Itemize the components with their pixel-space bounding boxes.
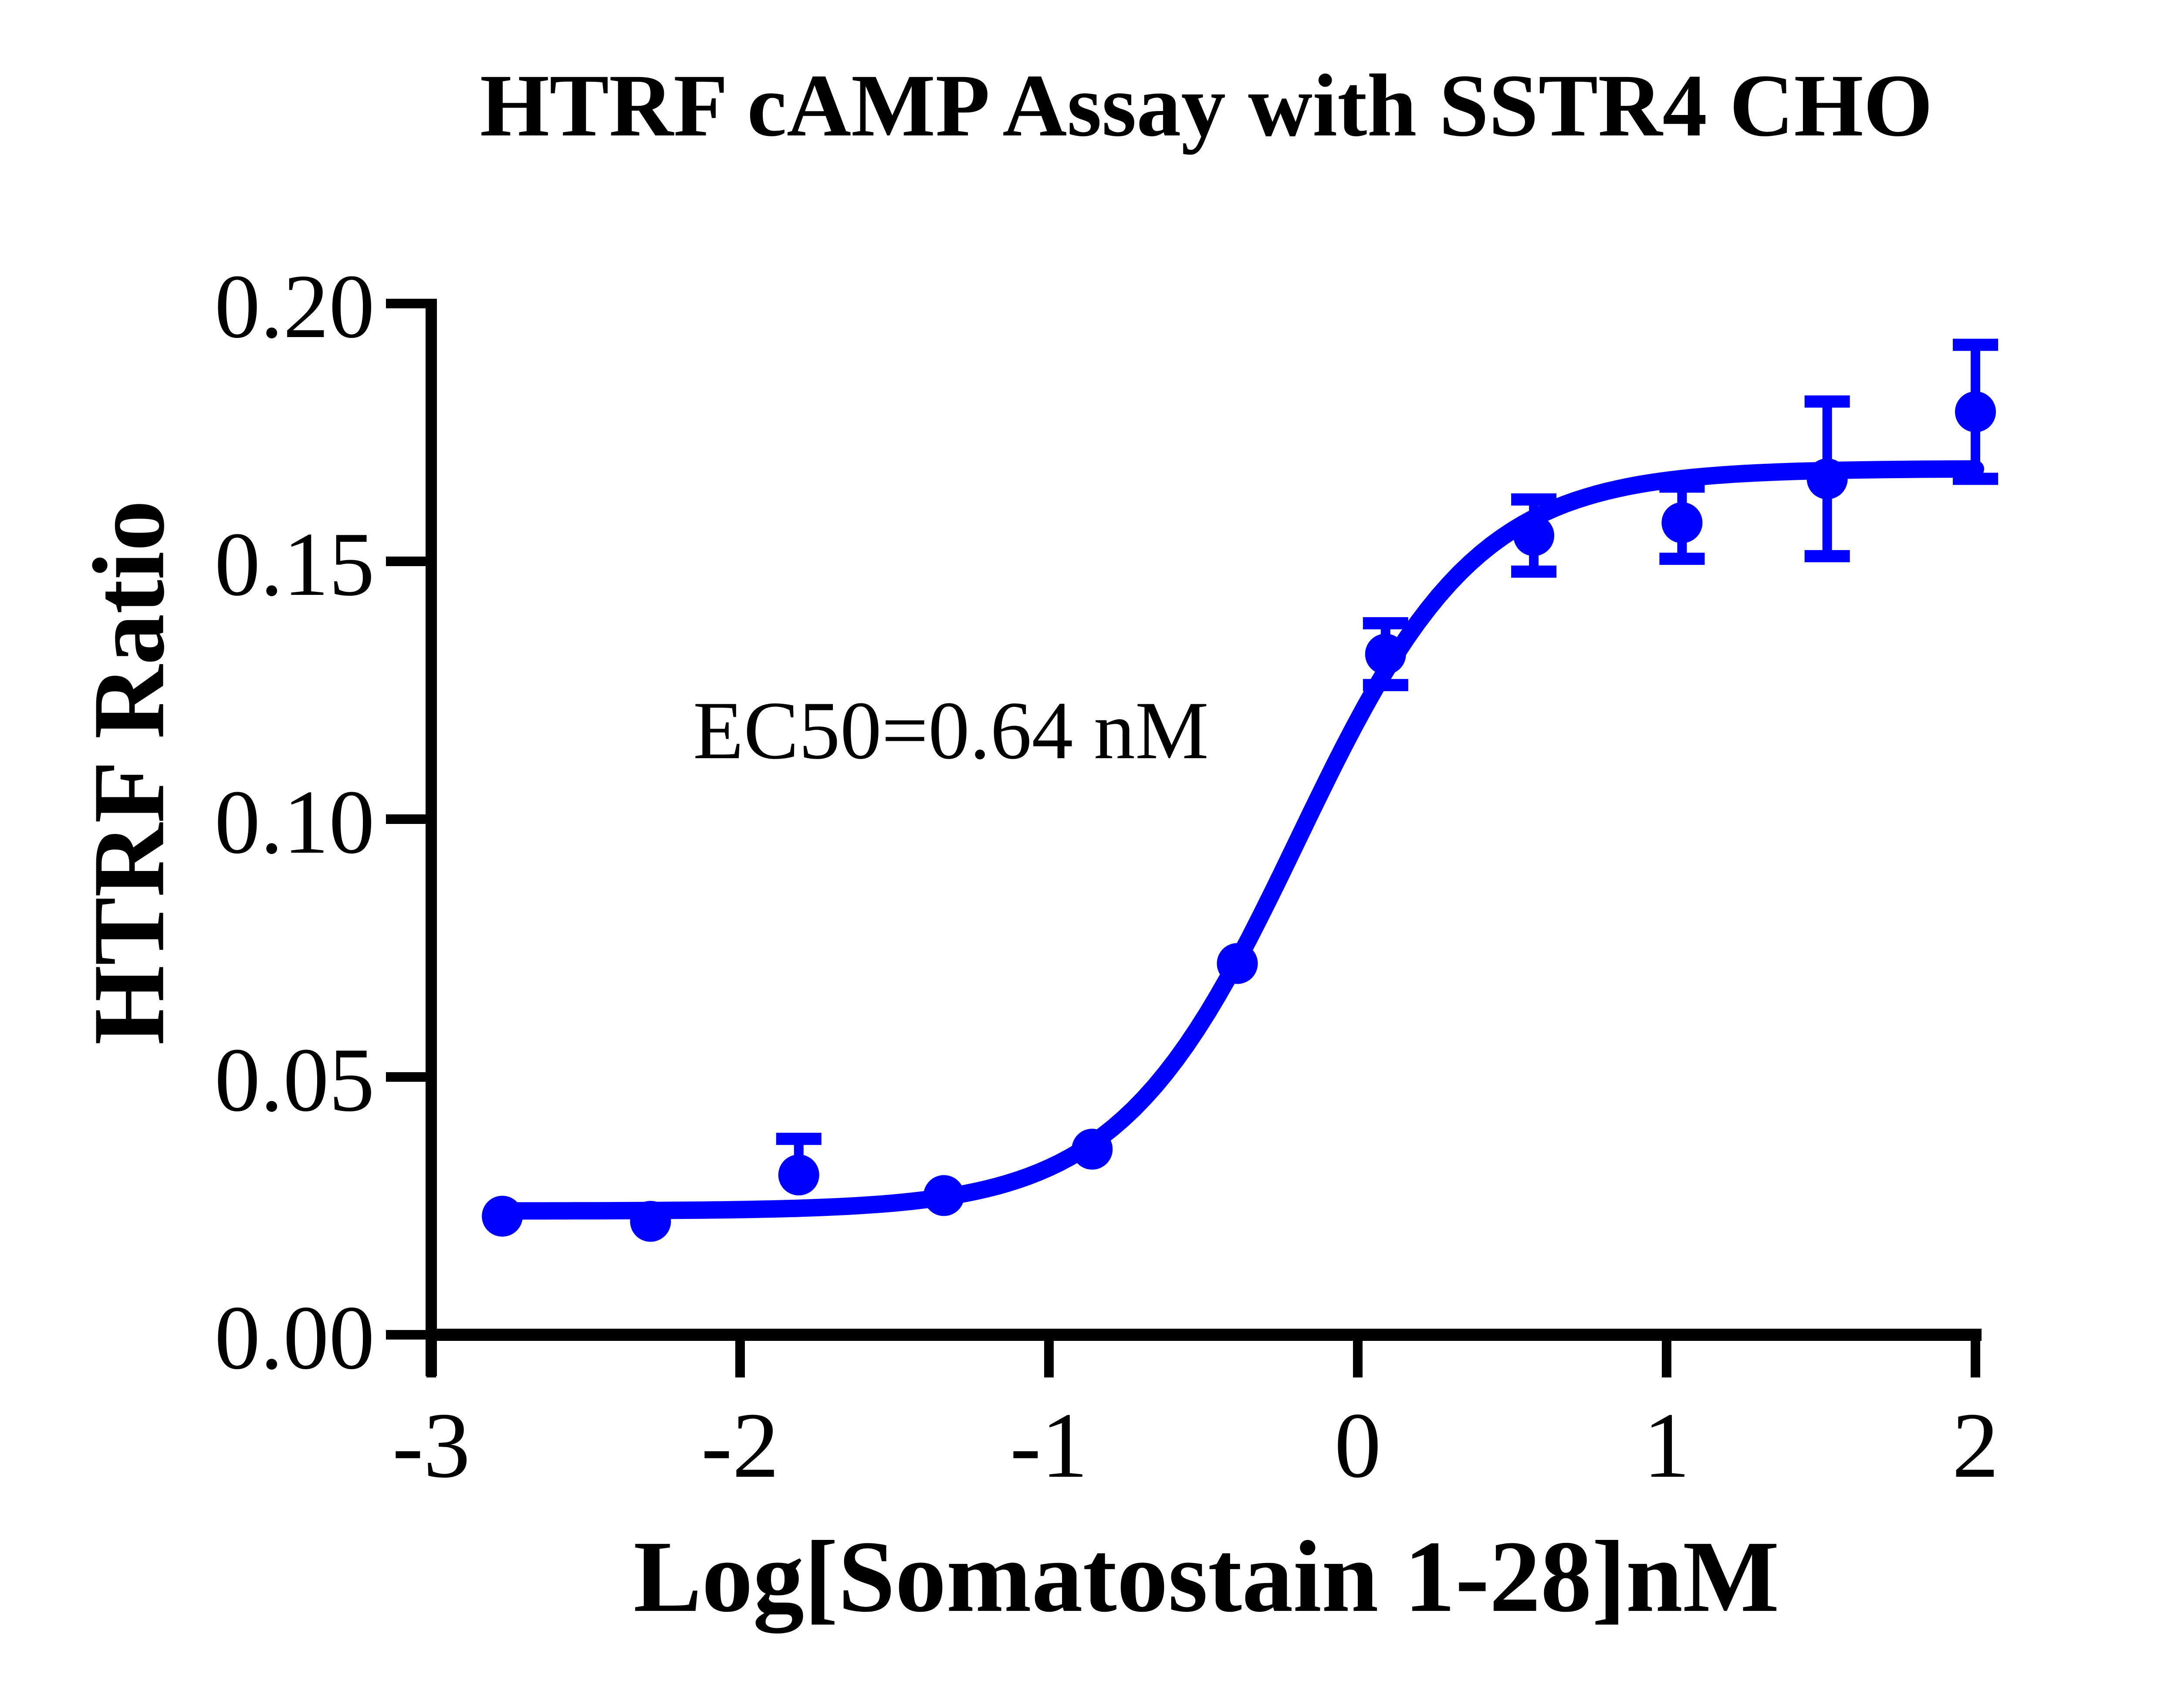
x-tick-label: 2 [1952,1393,1999,1497]
y-tick-label: 0.05 [214,1030,375,1131]
data-points-group [482,391,1996,1242]
x-axis-label: Log[Somatostain 1-28]nM [633,1520,1779,1633]
data-point [1365,634,1406,675]
x-tick-label: -1 [1010,1393,1088,1497]
data-point [1217,943,1258,984]
y-tick-label: 0.15 [214,514,375,615]
axes [386,299,1982,1377]
data-point [1806,458,1848,500]
x-tick-label: -3 [392,1393,470,1497]
x-tick-label: -2 [701,1393,779,1497]
x-tick-label: 1 [1643,1393,1690,1497]
data-point [482,1195,523,1237]
y-tick-label: 0.10 [214,772,375,873]
data-point [778,1154,819,1195]
chart-title: HTRF cAMP Assay with SSTR4 CHO [480,56,1933,155]
data-point [923,1175,964,1216]
fit-curve-group [494,460,1984,1220]
y-tick-label: 0.20 [214,256,375,357]
data-point [1955,391,1996,432]
data-point [1513,515,1555,556]
data-point [1072,1128,1113,1170]
fit-curve [494,460,1984,1220]
x-tick-label: 0 [1334,1393,1381,1497]
ec50-annotation: EC50=0.64 nM [693,685,1209,776]
data-point [630,1201,671,1242]
y-tick-label: 0.00 [214,1287,375,1388]
data-point [1661,502,1703,543]
